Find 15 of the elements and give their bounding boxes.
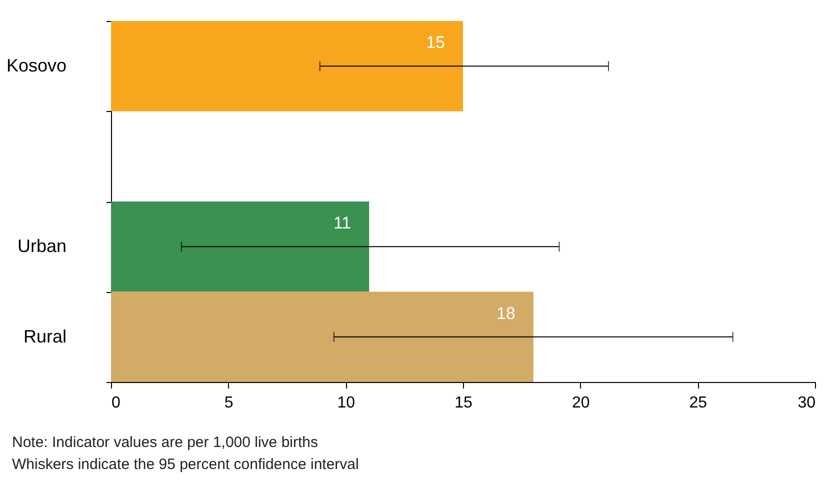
data-label: 18 bbox=[496, 304, 516, 323]
x-tick-label: 30 bbox=[798, 394, 816, 412]
text: Note: Indicator values are per 1,000 live births bbox=[12, 433, 319, 453]
y-tick-label: Kosovo bbox=[6, 56, 66, 76]
y-tick-label: Urban bbox=[17, 236, 66, 256]
text: Whiskers indicate the 95 percent confidence interval bbox=[12, 455, 359, 475]
y-tick-label: Rural bbox=[23, 326, 66, 346]
x-tick-label: 20 bbox=[572, 394, 590, 412]
x-tick-label: 10 bbox=[337, 394, 356, 412]
data-label: 11 bbox=[333, 214, 352, 233]
x-tick-label: 0 bbox=[112, 394, 120, 412]
x-tick-label: 25 bbox=[689, 394, 708, 412]
data-label: 15 bbox=[426, 33, 445, 52]
x-tick-label: 15 bbox=[454, 394, 472, 412]
x-tick-label: 5 bbox=[224, 394, 234, 412]
